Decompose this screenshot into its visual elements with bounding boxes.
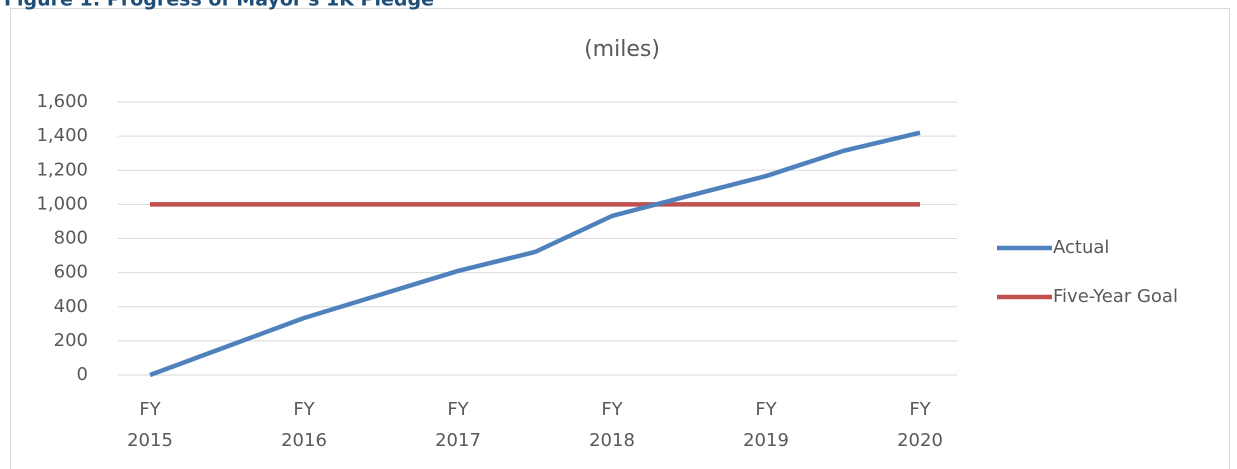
- y-tick-label: 600: [54, 262, 88, 283]
- x-tick-label: FY 2019: [743, 399, 789, 451]
- x-tick-label: FY 2020: [897, 399, 943, 451]
- legend-label: Actual: [1053, 237, 1109, 258]
- y-tick-label: 1,000: [36, 193, 88, 214]
- x-tick-label: FY 2018: [589, 399, 635, 451]
- legend-label: Five-Year Goal: [1053, 286, 1178, 307]
- y-tick-label: 200: [54, 330, 88, 351]
- y-tick-label: 800: [54, 228, 88, 249]
- y-tick-label: 0: [77, 364, 88, 385]
- y-tick-label: 400: [54, 296, 88, 317]
- x-tick-label: FY 2015: [127, 399, 173, 451]
- y-tick-label: 1,400: [36, 125, 88, 146]
- y-tick-label: 1,200: [36, 159, 88, 180]
- figure-title: Figure 1: Progress of Mayor's 1K Pledge: [4, 0, 434, 11]
- x-tick-label: FY 2016: [281, 399, 327, 451]
- x-tick-label: FY 2017: [435, 399, 481, 451]
- chart-title: (miles): [584, 37, 660, 62]
- line-series: [149, 130, 921, 378]
- y-tick-label: 1,600: [36, 91, 88, 112]
